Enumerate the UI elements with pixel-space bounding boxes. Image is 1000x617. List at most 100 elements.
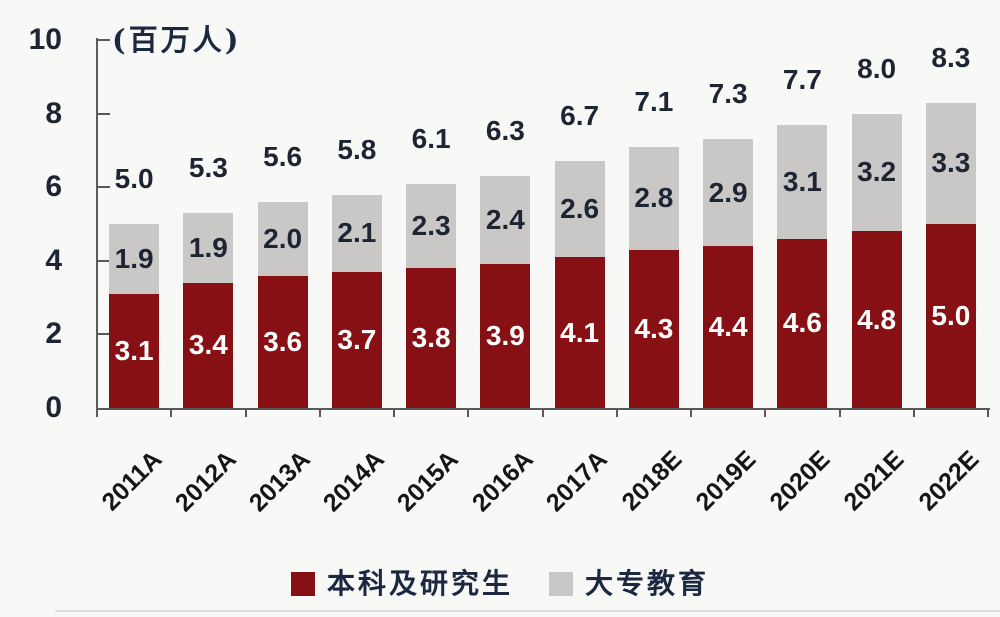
bar-segment-undergrad-postgrad-2015A bbox=[406, 268, 457, 408]
bar-value-label-college: 2.8 bbox=[634, 182, 674, 214]
legend-swatch-college bbox=[549, 572, 573, 596]
bar-segment-undergrad-postgrad-2012A bbox=[183, 282, 234, 408]
bar-segment-college-2012A bbox=[183, 212, 234, 283]
bar-value-label-undergrad-postgrad: 4.3 bbox=[634, 312, 674, 344]
total-value-label: 5.6 bbox=[263, 140, 303, 172]
bar-value-label-undergrad-postgrad: 3.7 bbox=[337, 323, 377, 355]
x-axis-category-label: 2012A bbox=[169, 445, 242, 518]
bar-segment-college-2015A bbox=[406, 183, 457, 269]
y-axis-tick bbox=[97, 112, 110, 115]
x-axis-tick bbox=[838, 408, 841, 417]
bar-value-label-college: 1.9 bbox=[114, 242, 154, 274]
bottom-divider-line bbox=[55, 610, 1000, 612]
y-axis-tick-label: 2 bbox=[45, 317, 62, 351]
bar-value-label-college: 1.9 bbox=[188, 231, 228, 263]
x-axis-category-label: 2013A bbox=[243, 445, 316, 518]
bar-value-label-undergrad-postgrad: 3.9 bbox=[485, 320, 525, 352]
bar-value-label-college: 2.1 bbox=[337, 217, 377, 249]
x-axis-category-label: 2022E bbox=[913, 445, 984, 517]
total-value-label: 7.1 bbox=[634, 85, 674, 117]
bar-segment-undergrad-postgrad-2011A bbox=[109, 293, 160, 408]
x-axis-tick bbox=[393, 408, 395, 417]
total-value-label: 6.7 bbox=[560, 100, 600, 132]
x-axis-tick bbox=[318, 408, 321, 417]
bar-segment-college-2019E bbox=[703, 139, 754, 247]
total-value-label: 6.3 bbox=[485, 115, 525, 147]
bar-value-label-college: 3.1 bbox=[782, 165, 822, 197]
x-axis-tick bbox=[170, 408, 173, 417]
bar-segment-college-2018E bbox=[628, 146, 679, 250]
legend-item-college: 大专教育 bbox=[549, 568, 709, 600]
bar-value-label-college: 2.9 bbox=[708, 176, 748, 208]
total-value-label: 5.8 bbox=[337, 133, 377, 165]
y-axis-tick bbox=[97, 186, 110, 189]
y-axis-tick-label: 0 bbox=[45, 391, 62, 424]
total-value-label: 7.7 bbox=[782, 63, 822, 95]
x-axis-tick bbox=[912, 408, 915, 417]
y-axis-unit-label: (百万人) bbox=[112, 23, 242, 57]
bar-segment-college-2021E bbox=[851, 113, 902, 232]
bar-value-label-undergrad-postgrad: 4.8 bbox=[857, 303, 897, 335]
x-axis-category-label: 2018E bbox=[616, 445, 687, 517]
bar-segment-college-2014A bbox=[331, 194, 382, 272]
x-axis-category-label: 2014A bbox=[318, 445, 390, 518]
bar-value-label-college: 2.4 bbox=[485, 204, 525, 236]
total-value-label: 5.3 bbox=[188, 151, 228, 183]
x-axis-tick bbox=[96, 408, 98, 417]
bar-segment-college-2022E bbox=[925, 102, 976, 224]
x-axis-category-label: 2011A bbox=[96, 445, 168, 517]
bar-segment-college-2016A bbox=[480, 176, 531, 265]
y-axis-line bbox=[96, 38, 98, 410]
bar-segment-undergrad-postgrad-2018E bbox=[628, 249, 679, 408]
y-axis-tick-label: 10 bbox=[28, 23, 62, 56]
bar-value-label-undergrad-postgrad: 3.6 bbox=[263, 325, 303, 357]
legend: 本科及研究生 大专教育 bbox=[0, 568, 1000, 600]
bar-value-label-undergrad-postgrad: 3.8 bbox=[411, 322, 451, 354]
bar-segment-college-2020E bbox=[777, 124, 828, 239]
bar-value-label-college: 2.3 bbox=[411, 209, 451, 241]
bar-segment-undergrad-postgrad-2014A bbox=[331, 271, 382, 408]
bar-value-label-undergrad-postgrad: 5.0 bbox=[931, 300, 971, 331]
bar-value-label-college: 3.2 bbox=[857, 156, 897, 188]
x-axis-category-label: 2020E bbox=[764, 445, 836, 517]
x-axis-category-label: 2019E bbox=[690, 445, 762, 517]
y-axis-tick bbox=[97, 333, 110, 336]
bar-value-label-college: 2.0 bbox=[263, 222, 303, 254]
bar-value-label-undergrad-postgrad: 3.1 bbox=[114, 334, 154, 366]
bar-segment-undergrad-postgrad-2020E bbox=[777, 238, 828, 408]
x-axis-category-label: 2016A bbox=[466, 445, 539, 518]
x-axis-tick bbox=[244, 408, 247, 417]
bar-segment-undergrad-postgrad-2016A bbox=[480, 264, 531, 408]
x-axis-category-label: 2021E bbox=[838, 445, 910, 517]
x-axis-tick bbox=[467, 408, 470, 417]
bar-value-label-college: 2.6 bbox=[560, 193, 600, 225]
bar-segment-undergrad-postgrad-2019E bbox=[703, 246, 754, 408]
bar-segment-undergrad-postgrad-2013A bbox=[257, 275, 308, 408]
x-axis-tick bbox=[615, 408, 618, 417]
y-axis-tick-label: 4 bbox=[45, 243, 62, 277]
total-value-label: 6.1 bbox=[411, 122, 451, 154]
y-axis-tick-label: 6 bbox=[45, 170, 62, 204]
bar-value-label-undergrad-postgrad: 4.1 bbox=[560, 316, 600, 348]
total-value-label: 7.3 bbox=[708, 78, 748, 110]
bar-value-label-undergrad-postgrad: 4.6 bbox=[782, 307, 822, 339]
legend-label-undergrad-postgrad: 本科及研究生 bbox=[326, 567, 513, 600]
x-axis-tick bbox=[541, 408, 544, 417]
legend-label-college: 大专教育 bbox=[585, 567, 710, 600]
bar-value-label-college: 3.3 bbox=[931, 147, 971, 179]
total-value-label: 8.3 bbox=[931, 41, 971, 73]
x-axis-category-label: 2015A bbox=[392, 445, 465, 518]
bar-segment-college-2013A bbox=[257, 201, 308, 276]
x-axis-tick bbox=[987, 408, 989, 417]
bar-segment-undergrad-postgrad-2017A bbox=[554, 257, 605, 408]
bar-segment-undergrad-postgrad-2021E bbox=[851, 231, 902, 408]
y-axis-tick-label: 8 bbox=[45, 96, 62, 130]
x-axis-tick bbox=[690, 408, 692, 417]
x-axis-category-label: 2017A bbox=[540, 445, 613, 518]
total-value-label: 8.0 bbox=[857, 52, 897, 84]
y-axis-tick bbox=[97, 39, 110, 41]
bar-segment-college-2017A bbox=[554, 161, 605, 258]
legend-swatch-undergrad-postgrad bbox=[290, 572, 315, 596]
